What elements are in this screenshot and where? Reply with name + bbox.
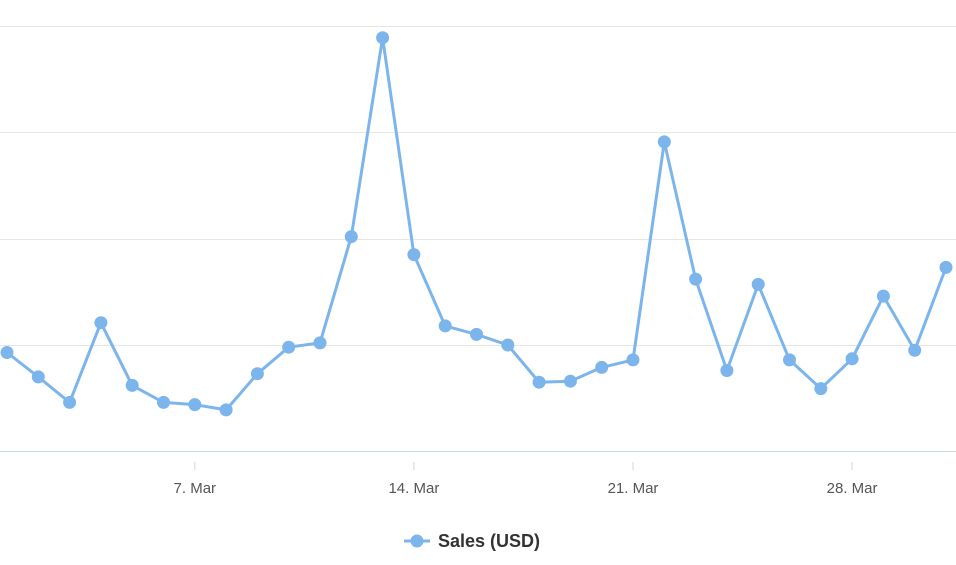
data-point[interactable] (250, 367, 264, 381)
data-point[interactable] (344, 230, 358, 244)
data-point[interactable] (939, 260, 953, 274)
data-point[interactable] (470, 327, 483, 341)
legend-label[interactable]: Sales (USD) (438, 531, 540, 551)
data-point[interactable] (282, 340, 296, 354)
data-point[interactable] (720, 364, 734, 377)
data-point[interactable] (407, 248, 421, 262)
data-point[interactable] (31, 370, 45, 384)
x-tick-label: 14. Mar (388, 480, 439, 497)
data-point[interactable] (751, 277, 765, 291)
data-point[interactable] (845, 352, 859, 366)
data-point[interactable] (532, 375, 546, 389)
data-point[interactable] (626, 353, 640, 367)
data-point[interactable] (188, 398, 202, 412)
data-point[interactable] (501, 338, 515, 352)
data-point[interactable] (376, 31, 390, 45)
data-point[interactable] (783, 353, 796, 367)
data-point[interactable] (313, 336, 327, 350)
legend[interactable]: Sales (USD) (404, 531, 540, 551)
legend-marker (410, 534, 424, 548)
data-point[interactable] (689, 272, 703, 286)
series-line (5, 36, 948, 412)
data-point[interactable] (908, 343, 922, 357)
x-tick-label: 21. Mar (608, 480, 659, 497)
gridlines (0, 26, 956, 452)
data-point[interactable] (438, 319, 452, 333)
data-point[interactable] (63, 395, 77, 409)
series-sales (0, 31, 953, 417)
data-point[interactable] (814, 382, 828, 396)
data-point[interactable] (157, 395, 170, 409)
data-point[interactable] (0, 346, 14, 359)
x-tick-label: 28. Mar (827, 480, 878, 497)
data-point[interactable] (876, 289, 890, 303)
data-point[interactable] (94, 316, 108, 330)
data-point[interactable] (125, 378, 139, 392)
data-point[interactable] (657, 135, 671, 149)
x-tick-label: 7. Mar (174, 480, 217, 497)
data-point[interactable] (595, 360, 609, 374)
data-point[interactable] (219, 403, 233, 417)
x-axis: 7. Mar 14. Mar 21. Mar 28. Mar (174, 462, 878, 497)
data-point[interactable] (563, 374, 577, 388)
